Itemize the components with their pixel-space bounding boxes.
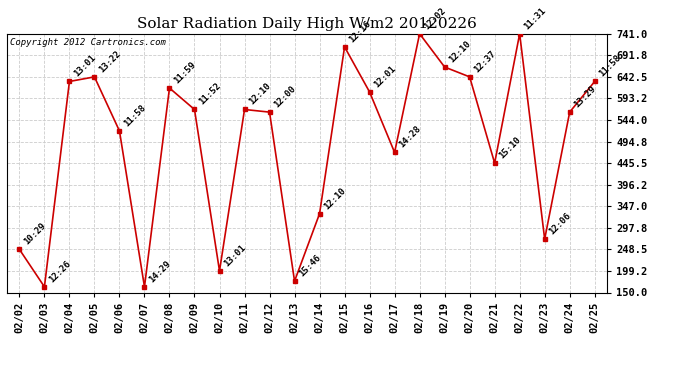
Text: Copyright 2012 Cartronics.com: Copyright 2012 Cartronics.com — [10, 38, 166, 46]
Text: 12:10: 12:10 — [322, 186, 348, 211]
Text: 12:06: 12:06 — [547, 211, 573, 236]
Text: 13:01: 13:01 — [72, 53, 97, 79]
Text: 14:29: 14:29 — [147, 259, 172, 284]
Text: 11:31: 11:31 — [522, 6, 548, 31]
Text: 12:02: 12:02 — [422, 6, 448, 31]
Text: 11:59: 11:59 — [172, 60, 197, 85]
Text: 15:10: 15:10 — [497, 135, 523, 160]
Text: 12:10: 12:10 — [247, 81, 273, 107]
Title: Solar Radiation Daily High W/m2 20120226: Solar Radiation Daily High W/m2 20120226 — [137, 17, 477, 31]
Text: 12:16: 12:16 — [347, 19, 373, 44]
Text: 14:28: 14:28 — [397, 124, 423, 150]
Text: 12:00: 12:00 — [273, 84, 297, 110]
Text: 12:01: 12:01 — [373, 64, 397, 89]
Text: 13:01: 13:01 — [222, 243, 248, 268]
Text: 11:58: 11:58 — [598, 53, 623, 79]
Text: 12:37: 12:37 — [473, 49, 497, 74]
Text: 12:26: 12:26 — [47, 259, 72, 284]
Text: 15:46: 15:46 — [297, 253, 323, 278]
Text: 13:22: 13:22 — [97, 49, 123, 74]
Text: 11:58: 11:58 — [122, 103, 148, 128]
Text: 11:52: 11:52 — [197, 81, 223, 107]
Text: 13:29: 13:29 — [573, 84, 598, 110]
Text: 10:29: 10:29 — [22, 221, 48, 247]
Text: 12:10: 12:10 — [447, 39, 473, 64]
